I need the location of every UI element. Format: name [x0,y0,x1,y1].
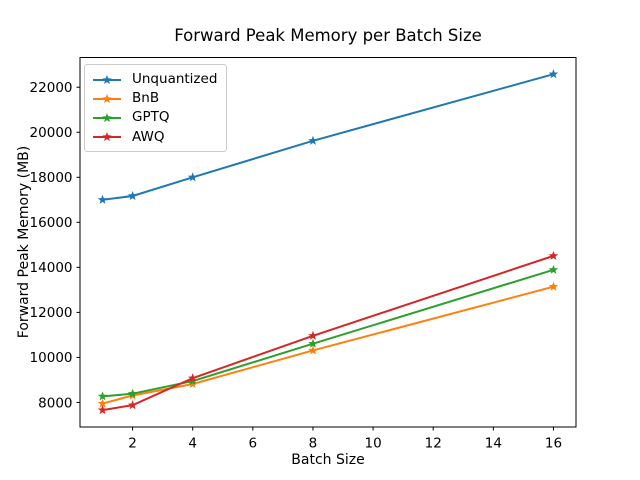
y-tick-label: 8000 [38,395,72,411]
x-tick-label: 14 [485,436,502,452]
x-tick-label: 8 [309,436,318,452]
axes-spines [79,57,577,428]
data-point-star-icon [187,373,198,383]
legend-label: BnB [132,90,160,107]
data-point-star-icon [187,376,198,386]
x-axis-label: Batch Size [291,452,365,468]
y-tick-label: 18000 [30,170,73,186]
legend-label: GPTQ [132,109,170,126]
legend-line-star-icon [93,93,121,103]
y-tick-label: 10000 [30,350,73,366]
x-tick-label: 12 [425,436,442,452]
data-point-star-icon [187,378,198,389]
data-point-star-icon [548,264,559,274]
legend-line-star-icon [93,113,121,123]
data-point-star-icon [548,250,559,260]
y-tick-label: 16000 [30,215,73,231]
data-point-star-icon [97,194,108,204]
y-tick-label: 14000 [30,260,73,276]
legend-item-bnb: BnB [92,89,219,108]
legend-line-star-icon [93,74,121,84]
data-point-star-icon [308,330,318,340]
legend-item-unquantized: Unquantized [92,70,219,89]
legend: Unquantized BnB GPTQ AWQ [84,64,227,152]
data-point-star-icon [127,190,138,201]
legend-item-gptq: GPTQ [92,109,219,128]
data-point-star-icon [127,388,138,398]
data-point-star-icon [548,281,559,291]
y-tick-label: 12000 [30,305,73,321]
chart-title: Forward Peak Memory per Batch Size [174,26,482,45]
series-line-gptq [102,268,554,398]
legend-item-awq: AWQ [92,128,219,147]
data-point-star-icon [308,135,318,145]
legend-line-star-icon [93,132,121,142]
x-tick-label: 4 [188,436,197,452]
legend-label: Unquantized [132,70,218,87]
data-point-star-icon [187,172,198,182]
x-tick-label: 10 [364,436,381,452]
x-tick-label: 2 [128,436,137,452]
y-tick-label: 20000 [30,125,73,141]
x-tick-label: 16 [545,436,562,452]
legend-label: AWQ [132,128,165,145]
series-line-awq [102,254,554,412]
y-tick-label: 22000 [30,80,73,96]
data-point-star-icon [97,398,108,408]
data-point-star-icon [548,69,559,79]
y-axis-label: Forward Peak Memory (MB) [16,145,32,339]
data-point-star-icon [97,405,108,415]
data-point-star-icon [308,338,318,348]
data-point-star-icon [308,345,318,355]
data-point-star-icon [127,400,138,410]
x-tick-label: 6 [249,436,258,452]
data-point-star-icon [97,391,108,401]
